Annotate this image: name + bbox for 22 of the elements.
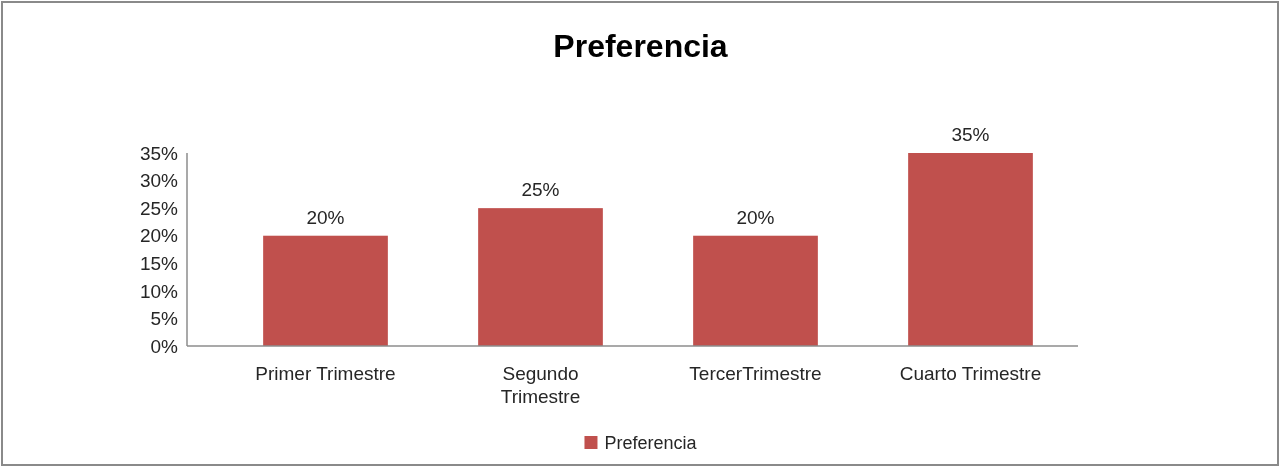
bar bbox=[263, 235, 388, 346]
x-tick-label: Primer Trimestre bbox=[255, 363, 396, 384]
bar bbox=[478, 208, 603, 346]
data-label: 25% bbox=[521, 179, 560, 201]
x-tick-label: TercerTrimestre bbox=[689, 363, 822, 384]
data-label: 20% bbox=[306, 206, 345, 228]
y-tick-label: 5% bbox=[150, 308, 179, 330]
y-tick-label: 20% bbox=[139, 225, 179, 247]
legend-label: Preferencia bbox=[604, 433, 698, 454]
x-tick-label: Cuarto Trimestre bbox=[899, 363, 1042, 384]
data-label: 20% bbox=[736, 206, 775, 228]
bar bbox=[908, 153, 1033, 346]
y-tick-label: 30% bbox=[139, 170, 179, 192]
y-tick-label: 0% bbox=[150, 335, 179, 357]
y-tick-label: 15% bbox=[139, 252, 179, 274]
data-label: 35% bbox=[951, 124, 990, 145]
bar bbox=[693, 235, 818, 346]
y-tick-label: 10% bbox=[139, 280, 179, 302]
y-tick-label: 25% bbox=[139, 197, 179, 219]
chart-title: Preferencia bbox=[553, 28, 728, 64]
y-tick-label: 35% bbox=[139, 142, 179, 164]
x-tick-label: Segundo Trimestre bbox=[500, 363, 581, 407]
